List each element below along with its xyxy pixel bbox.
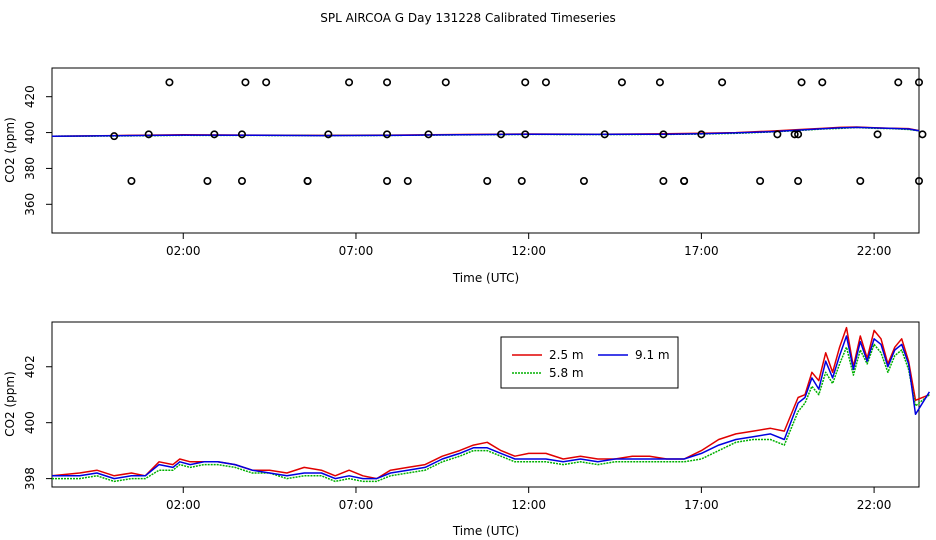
calibration-point [304, 178, 310, 184]
calibration-point [405, 178, 411, 184]
top-panel-x-axis-label: Time (UTC) [452, 271, 519, 285]
calibration-point [819, 79, 825, 85]
figure-title: SPL AIRCOA G Day 131228 Calibrated Times… [320, 11, 615, 25]
bottom-panel-x-axis-label: Time (UTC) [452, 524, 519, 538]
calibration-point [384, 79, 390, 85]
bottom-panel-axes: 02:00 07:00 12:00 17:00 22:00 398 400 402 [23, 355, 891, 512]
y-tick-label: 402 [23, 355, 37, 378]
legend: 2.5 m 9.1 m 5.8 m [501, 337, 678, 388]
x-tick-label: 07:00 [339, 498, 374, 512]
calibration-point [719, 79, 725, 85]
y-tick-label: 420 [23, 85, 37, 108]
calibration-point [263, 79, 269, 85]
calibration-point [857, 178, 863, 184]
calibration-point [443, 79, 449, 85]
calibration-point [519, 178, 525, 184]
bottom-panel-y-axis-label: CO2 (ppm) [3, 371, 17, 437]
bottom-panel-line-chart: 02:00 07:00 12:00 17:00 22:00 398 400 402 Time … [3, 322, 929, 538]
calibration-point [204, 178, 210, 184]
calibration-point [874, 131, 880, 137]
calibration-point [384, 178, 390, 184]
x-tick-label: 07:00 [339, 244, 374, 258]
calibration-point [128, 178, 134, 184]
x-tick-label: 02:00 [166, 498, 201, 512]
calibration-point [795, 178, 801, 184]
y-tick-label: 398 [23, 467, 37, 490]
x-tick-label: 22:00 [857, 498, 892, 512]
y-tick-label: 360 [23, 193, 37, 216]
bottom-panel-series [52, 328, 929, 482]
x-tick-label: 12:00 [511, 244, 546, 258]
x-tick-label: 02:00 [166, 244, 201, 258]
top-panel-series [52, 127, 919, 136]
calibration-point [681, 178, 687, 184]
calibration-point [581, 178, 587, 184]
top-panel-calibration-points [111, 79, 926, 184]
calibration-point [325, 131, 331, 137]
calibration-point [242, 79, 248, 85]
top-panel-calibration-chart: 02:00 07:00 12:00 17:00 22:00 360 380 400 420 Ti… [3, 68, 926, 285]
x-tick-label: 17:00 [684, 498, 719, 512]
calibration-point [919, 131, 925, 137]
y-tick-label: 380 [23, 157, 37, 180]
calibration-point [657, 79, 663, 85]
y-tick-label: 400 [23, 411, 37, 434]
calibration-point [146, 131, 152, 137]
x-tick-label: 22:00 [857, 244, 892, 258]
legend-box [501, 337, 678, 388]
calibration-point [543, 79, 549, 85]
calibration-point [239, 178, 245, 184]
legend-label-9-1m: 9.1 m [635, 348, 670, 362]
calibration-point [757, 178, 763, 184]
y-tick-label: 400 [23, 121, 37, 144]
top-panel-y-axis-label: CO2 (ppm) [3, 117, 17, 183]
x-tick-label: 12:00 [511, 498, 546, 512]
calibration-point [484, 178, 490, 184]
series-line [52, 344, 929, 481]
calibration-point [522, 79, 528, 85]
top-panel-frame [52, 68, 919, 233]
calibration-point [895, 79, 901, 85]
top-panel-axes: 02:00 07:00 12:00 17:00 22:00 360 380 400 420 [23, 85, 891, 258]
x-tick-label: 17:00 [684, 244, 719, 258]
calibration-point [774, 131, 780, 137]
series-line [52, 127, 919, 136]
legend-label-2-5m: 2.5 m [549, 348, 584, 362]
series-line [52, 336, 929, 479]
calibration-point [166, 79, 172, 85]
legend-label-5-8m: 5.8 m [549, 366, 584, 380]
calibration-point [660, 178, 666, 184]
calibration-point [346, 79, 352, 85]
calibration-point [619, 79, 625, 85]
calibration-point [798, 79, 804, 85]
